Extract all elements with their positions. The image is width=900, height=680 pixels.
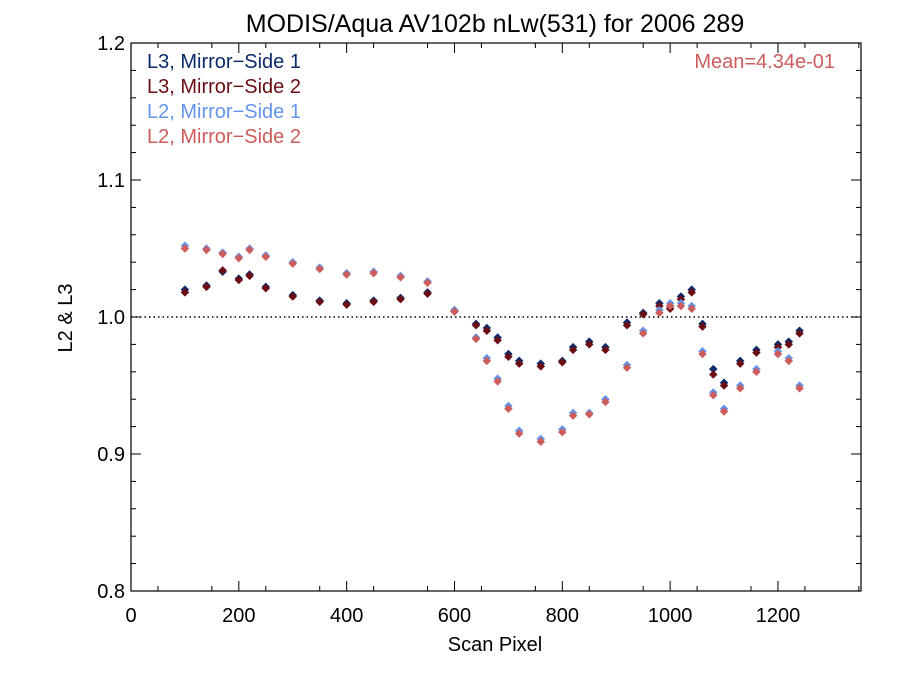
series-4-point — [245, 245, 254, 255]
series-4-point — [315, 264, 324, 274]
series-4-point — [676, 301, 686, 311]
series-4-point — [655, 308, 664, 318]
y-tick-label: 1.1 — [97, 170, 125, 192]
series-4-point — [288, 259, 297, 268]
series-2-point — [423, 289, 432, 298]
series-4-point — [698, 349, 707, 359]
series-4-point — [342, 270, 351, 279]
series-2-point — [784, 340, 793, 349]
series-4-point — [709, 390, 718, 400]
series-4-point — [735, 383, 745, 393]
series-2-point — [536, 362, 545, 371]
series-4-point — [601, 397, 610, 407]
series-1-point — [709, 364, 718, 374]
series-4-point — [482, 356, 492, 366]
series-2-point — [638, 310, 648, 319]
chart-title: MODIS/Aqua AV102b nLw(531) for 2006 289 — [246, 10, 744, 38]
series-2-point — [482, 326, 492, 335]
series-4-point — [180, 244, 190, 253]
series-2-point — [504, 352, 513, 361]
series-2-point — [369, 297, 378, 307]
series-4-point — [622, 363, 632, 372]
series-2-point — [288, 292, 297, 301]
series-4-point — [450, 307, 459, 316]
data-points-layer — [180, 241, 804, 446]
legend-entry-4: L2, Mirror−Side 2 — [147, 126, 301, 148]
series-4-point — [504, 404, 513, 414]
x-tick-label: 1200 — [756, 605, 801, 627]
series-4-point — [773, 349, 783, 359]
series-4-point — [752, 367, 761, 377]
series-2-point — [622, 320, 632, 330]
series-4-point — [665, 301, 675, 311]
legend-entry-2: L3, Mirror−Side 2 — [147, 76, 301, 98]
series-2-point — [709, 370, 718, 379]
x-tick-label: 1000 — [648, 605, 693, 627]
legend-entry-3: L2, Mirror−Side 1 — [147, 101, 301, 123]
series-4-point — [514, 429, 524, 438]
series-2-point — [234, 275, 244, 285]
series-4-point — [638, 329, 648, 338]
series-4-point — [218, 249, 227, 259]
series-2-point — [601, 345, 610, 355]
series-4-point — [471, 334, 481, 344]
y-tick-label: 0.9 — [97, 444, 125, 466]
series-4-point — [719, 407, 729, 416]
y-axis-label: L2 & L3 — [55, 284, 77, 353]
series-4-point — [423, 278, 432, 287]
axes-layer: 0 200 400 600 800 1000 1200 0.8 0.9 1.0 1.1 1.2 — [97, 33, 862, 627]
series-2-point — [218, 266, 227, 275]
series-4-point — [784, 356, 793, 366]
series-2-point — [493, 336, 502, 345]
series-2-point — [795, 329, 804, 338]
series-2-point — [585, 340, 594, 349]
x-tick-label: 0 — [125, 605, 136, 627]
series-4-point — [795, 383, 804, 393]
series-2-point — [180, 288, 190, 297]
series-4-point — [687, 304, 696, 314]
legend: L3, Mirror−Side 1 L3, Mirror−Side 2 L2, Mi… — [147, 51, 301, 148]
series-2-point — [752, 348, 761, 357]
series-2-point — [245, 271, 254, 281]
series-2-point — [687, 288, 696, 297]
series-2-point — [514, 359, 524, 368]
x-tick-label: 600 — [438, 605, 471, 627]
series-4-point — [369, 268, 378, 278]
series-4-point — [493, 377, 502, 386]
series-4-point — [585, 410, 594, 419]
x-axis-label: Scan Pixel — [448, 634, 543, 656]
series-4-point — [558, 427, 567, 437]
y-tick-label: 1.2 — [97, 33, 125, 55]
series-4-point — [202, 245, 211, 255]
series-2-point — [698, 322, 707, 331]
series-2-point — [261, 283, 271, 293]
series-4-point — [568, 411, 578, 420]
legend-entry-1: L3, Mirror−Side 1 — [147, 51, 301, 73]
y-tick-label: 1.0 — [97, 307, 125, 329]
series-2-point — [202, 282, 211, 292]
series-2-point — [558, 357, 567, 367]
x-tick-label: 200 — [222, 605, 255, 627]
x-tick-label: 400 — [330, 605, 363, 627]
series-2-point — [471, 320, 481, 330]
series-4-point — [234, 253, 244, 263]
mean-annotation: Mean=4.34e-01 — [694, 51, 835, 73]
x-tick-label: 800 — [546, 605, 579, 627]
series-2-point — [568, 345, 578, 355]
series-2-point — [315, 297, 324, 307]
series-4-point — [396, 273, 405, 282]
series-2-point — [396, 294, 405, 304]
series-2-point — [735, 359, 745, 368]
series-4-point — [536, 437, 545, 446]
series-4-point — [261, 252, 271, 261]
y-tick-label: 0.8 — [97, 581, 125, 603]
series-2-point — [719, 381, 729, 390]
series-2-point — [342, 300, 351, 309]
